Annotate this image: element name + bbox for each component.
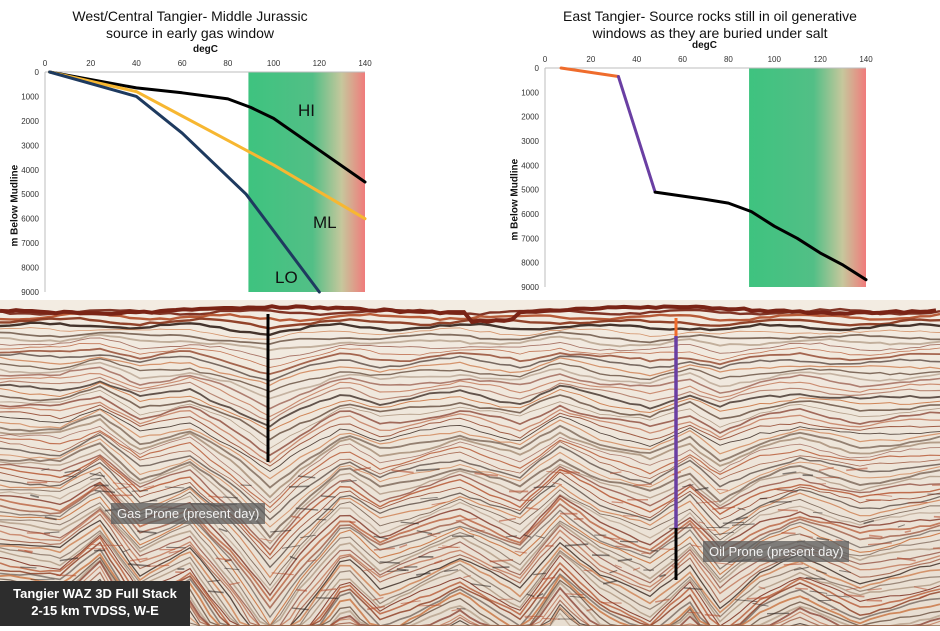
- y-tick-label: 1000: [21, 92, 39, 101]
- x-tick-label: 0: [43, 59, 48, 68]
- x-tick-label: 0: [543, 55, 548, 64]
- chart-east-xlabel: degC: [692, 40, 717, 51]
- seismic-noise: [601, 603, 622, 604]
- chart-east-title-line1: East Tangier- Source rocks still in oil …: [520, 8, 900, 25]
- seismic-noise: [687, 612, 700, 613]
- x-tick-label: 80: [724, 55, 733, 64]
- seismic-noise: [795, 588, 808, 589]
- x-tick-label: 100: [267, 59, 281, 68]
- x-tick-label: 20: [586, 55, 595, 64]
- chart-west-xlabel: degC: [193, 44, 218, 55]
- seismic-section: [0, 300, 940, 626]
- y-tick-label: 6000: [521, 210, 539, 219]
- chart-west-title-line1: West/Central Tangier- Middle Jurassic: [20, 8, 360, 25]
- x-tick-label: 120: [313, 59, 327, 68]
- x-tick-label: 120: [813, 55, 827, 64]
- seismic-noise: [418, 605, 442, 606]
- x-tick-label: 140: [859, 55, 873, 64]
- chart-west-title-line2: source in early gas window: [20, 25, 360, 42]
- y-tick-label: 2000: [521, 113, 539, 122]
- seismic-noise: [934, 517, 940, 518]
- y-tick-label: 6000: [21, 215, 39, 224]
- seismic-noise: [778, 510, 798, 511]
- seismic-noise: [316, 598, 338, 599]
- caption-line1: Tangier WAZ 3D Full Stack: [0, 585, 190, 602]
- y-tick-label: 7000: [21, 239, 39, 248]
- y-tick-label: 3000: [21, 141, 39, 150]
- series-label-hi: HI: [298, 101, 315, 120]
- seismic-noise: [296, 590, 307, 591]
- y-tick-label: 5000: [21, 190, 39, 199]
- seismic-noise: [784, 564, 803, 565]
- y-tick-label: 5000: [521, 186, 539, 195]
- window-band: [749, 68, 866, 287]
- y-tick-label: 9000: [21, 288, 39, 297]
- y-tick-label: 2000: [21, 117, 39, 126]
- seismic-noise: [813, 512, 822, 513]
- seismic-caption: Tangier WAZ 3D Full Stack 2-15 km TVDSS,…: [0, 581, 190, 626]
- chart-west-title: West/Central Tangier- Middle Jurassic so…: [20, 8, 360, 42]
- chart-west-ylabel: m Below Mudline: [10, 137, 21, 247]
- seismic-noise: [781, 533, 795, 534]
- x-tick-label: 40: [132, 59, 141, 68]
- oil-prone-callout: Oil Prone (present day): [703, 541, 849, 562]
- caption-line2: 2-15 km TVDSS, W-E: [0, 602, 190, 619]
- chart-east: 0 20 40 60 80 100 120 140 0 1000 2000 3000 4000 5000 6…: [521, 55, 873, 292]
- seismic-noise: [908, 502, 928, 503]
- x-tick-label: 100: [768, 55, 782, 64]
- gas-prone-callout: Gas Prone (present day): [111, 503, 265, 524]
- series-label-lo: LO: [275, 268, 298, 287]
- x-tick-label: 60: [678, 55, 687, 64]
- y-tick-label: 4000: [21, 166, 39, 175]
- x-tick-label: 140: [358, 59, 372, 68]
- seismic-noise: [132, 491, 148, 492]
- y-tick-label: 1000: [521, 88, 539, 97]
- y-tick-label: 3000: [521, 137, 539, 146]
- y-tick-label: 0: [35, 68, 40, 77]
- seismic-noise: [583, 570, 592, 571]
- x-tick-label: 60: [178, 59, 187, 68]
- y-tick-label: 4000: [521, 161, 539, 170]
- chart-east-ylabel: m Below Mudline: [510, 131, 521, 241]
- y-tick-label: 8000: [21, 264, 39, 273]
- y-tick-label: 0: [535, 64, 540, 73]
- x-tick-label: 40: [632, 55, 641, 64]
- chart-east-title: East Tangier- Source rocks still in oil …: [520, 8, 900, 42]
- x-tick-label: 80: [223, 59, 232, 68]
- seismic-noise: [492, 567, 509, 568]
- seismic-noise: [289, 486, 309, 487]
- seismic-noise: [723, 522, 744, 523]
- x-tick-label: 20: [86, 59, 95, 68]
- series-label-ml: ML: [313, 213, 337, 232]
- y-tick-label: 7000: [521, 234, 539, 243]
- chart-west-central: 0 20 40 60 80 100 120 140 0 1000 2000 3000 4000 5000 6…: [21, 59, 372, 297]
- y-tick-label: 8000: [521, 259, 539, 268]
- seismic-noise: [105, 545, 122, 546]
- y-tick-label: 9000: [521, 283, 539, 292]
